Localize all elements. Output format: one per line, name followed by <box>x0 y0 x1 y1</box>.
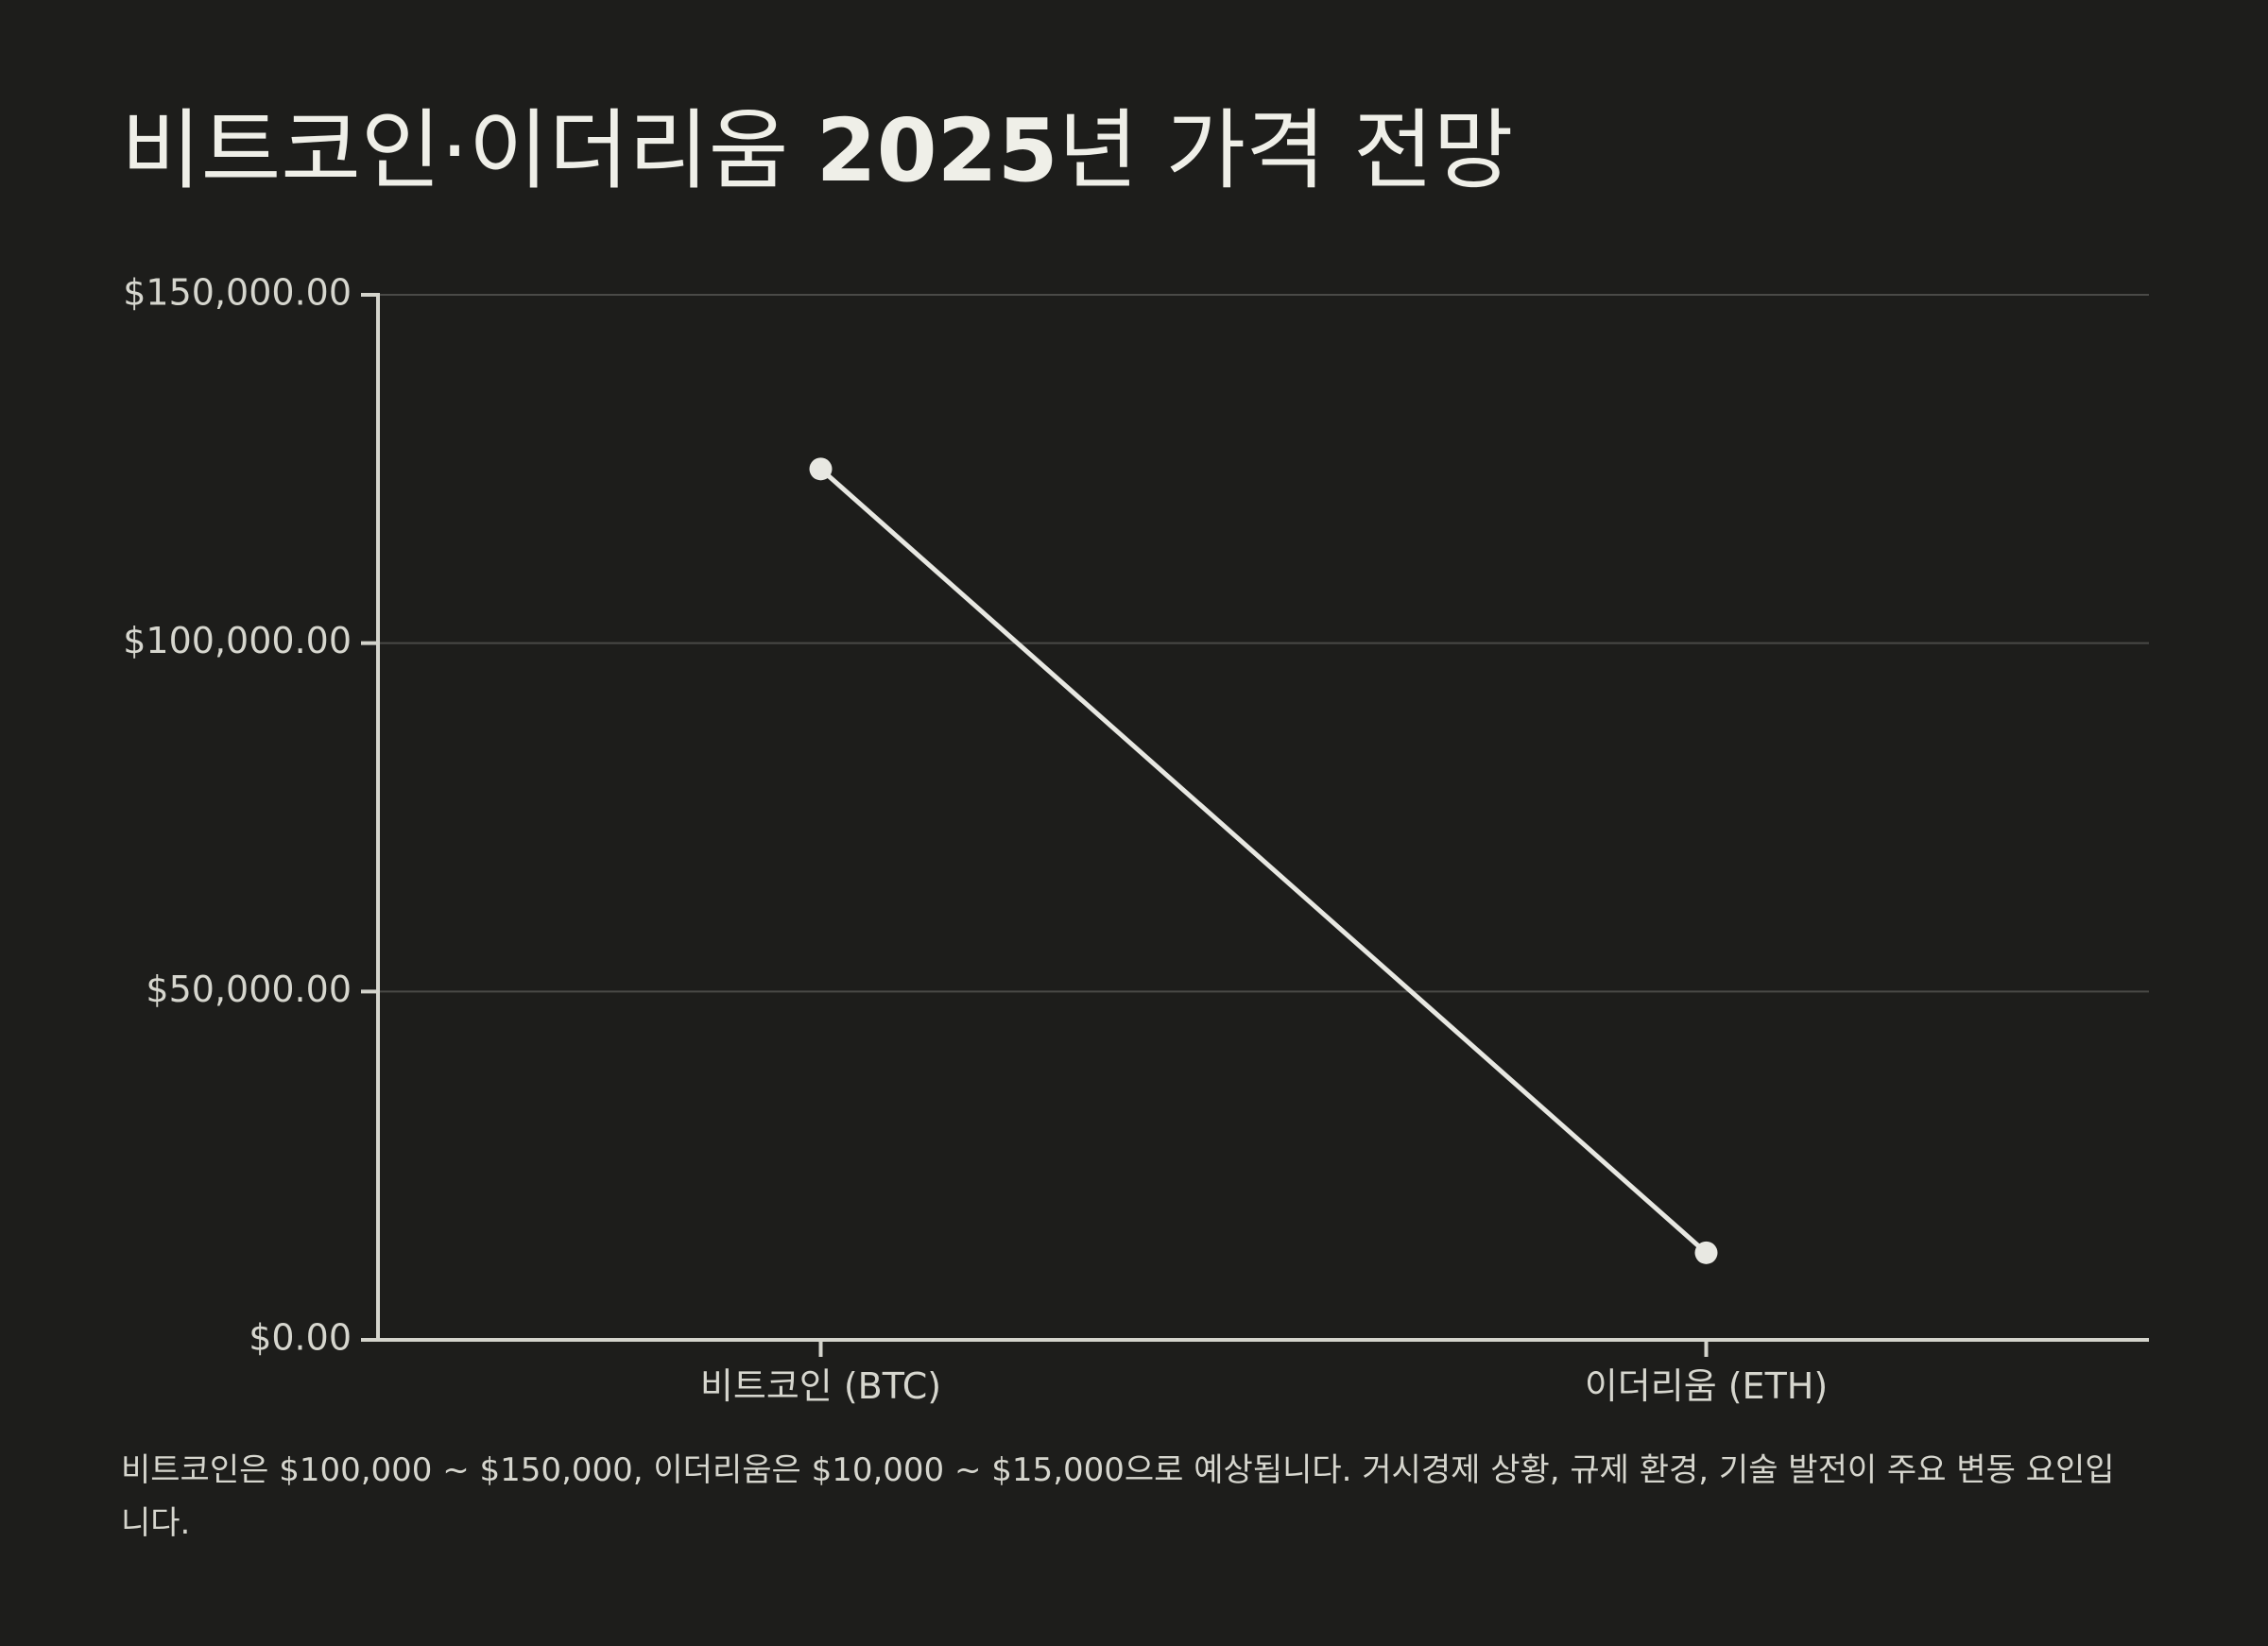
y-tick-label: $100,000.00 <box>123 620 352 661</box>
data-point <box>809 457 833 481</box>
title-suffix: 년 가격 전망 <box>1057 100 1514 201</box>
chart-title: 비트코인·이더리움 2025년 가격 전망 <box>121 94 1513 208</box>
y-tick-label: $0.00 <box>249 1317 352 1359</box>
chart-note: 비트코인은 $100,000 ~ $150,000, 이더리움은 $10,000… <box>121 1451 2115 1542</box>
axis-layer <box>361 293 2149 1357</box>
x-tick-label: 비트코인 (BTC) <box>700 1365 941 1407</box>
series-layer <box>809 457 1718 1264</box>
y-tick-label: $50,000.00 <box>146 969 352 1010</box>
grid-layer <box>378 294 2149 993</box>
x-tick-label: 이더리움 (ETH) <box>1585 1365 1828 1407</box>
title-year: 2025 <box>816 100 1058 201</box>
series-line <box>818 467 1709 1255</box>
y-tick-label: $150,000.00 <box>123 272 352 314</box>
data-point <box>1694 1241 1718 1264</box>
title-prefix: 비트코인·이더리움 <box>121 100 816 201</box>
tick-label-layer: $0.00 $50,000.00 $100,000.00 $150,000.00 비트코… <box>123 272 1828 1408</box>
